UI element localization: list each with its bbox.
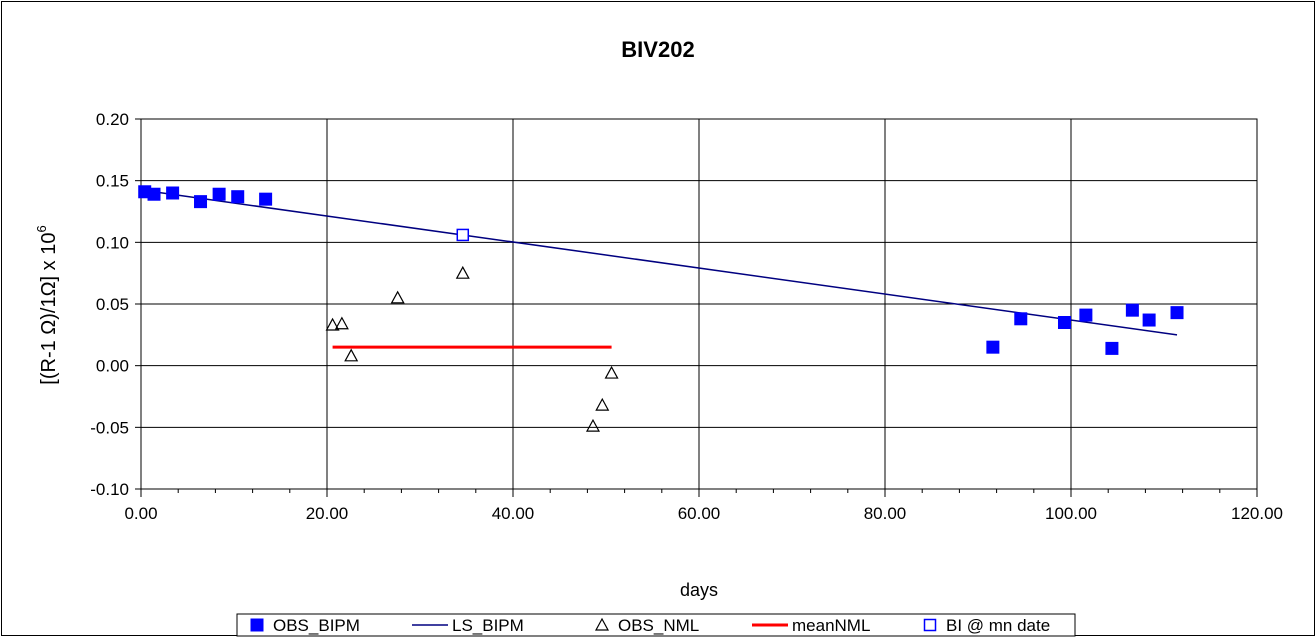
data-point-obs-bipm [212, 187, 226, 201]
data-point-obs-bipm [986, 340, 1000, 354]
series-line-ls-bipm [144, 189, 1178, 336]
legend-swatch-bi-mn-date [923, 618, 937, 632]
legend-label-ls-bipm: LS_BIPM [452, 616, 524, 635]
y-tick-label: -0.05 [90, 418, 129, 437]
data-point-bi-mn-date [456, 228, 470, 242]
y-tick-label: 0.10 [96, 233, 129, 252]
x-tick-label: 120.00 [1231, 504, 1283, 523]
y-tick-label: 0.00 [96, 357, 129, 376]
y-tick-label: -0.10 [90, 480, 129, 499]
legend-swatch-obs-nml [594, 617, 610, 631]
data-point-obs-bipm [1057, 316, 1071, 329]
data-point-obs-bipm [166, 186, 180, 200]
data-point-obs-bipm [259, 192, 273, 206]
data-point-obs-bipm [194, 195, 208, 209]
data-point-obs-nml [344, 348, 359, 362]
y-tick-label: 0.15 [96, 172, 129, 191]
legend-swatch-obs-bipm [250, 618, 264, 632]
x-axis-label: days [680, 580, 718, 600]
data-point-obs-nml [585, 418, 600, 432]
chart-title: BIV202 [621, 37, 694, 62]
data-point-obs-bipm [1079, 308, 1093, 322]
x-tick-label: 100.00 [1045, 504, 1097, 523]
y-axis-label-main: [(R-1 Ω)/1Ω] x 10 [38, 233, 60, 385]
data-point-obs-nml [325, 317, 340, 331]
data-point-obs-bipm [1105, 341, 1119, 355]
x-tick-label: 80.00 [864, 504, 907, 523]
data-point-obs-nml [390, 290, 405, 304]
y-axis-label: [(R-1 Ω)/1Ω] x 106 [34, 225, 60, 384]
plot-area: -0.10 -0.05 0.00 0.05 0.10 0.15 0.20 0.00 20.00 4… [90, 110, 1283, 523]
data-point-obs-bipm [1014, 312, 1028, 326]
data-point-obs-bipm [1170, 306, 1184, 320]
data-point-obs-nml [595, 397, 610, 411]
legend: OBS_BIPM LS_BIPM OBS_NML meanNML BI @ mn dat… [236, 613, 1076, 637]
plot-border [140, 118, 1258, 490]
x-tick-label: 0.00 [124, 504, 157, 523]
data-point-obs-bipm [1125, 303, 1139, 317]
data-point-obs-nml [334, 316, 349, 330]
x-tick-label: 40.00 [492, 504, 535, 523]
legend-label-obs-bipm: OBS_BIPM [273, 616, 360, 635]
legend-box [236, 613, 1076, 637]
data-point-obs-bipm [147, 187, 161, 201]
legend-label-meannml: meanNML [792, 616, 870, 635]
legend-label-obs-nml: OBS_NML [618, 616, 699, 635]
data-point-obs-bipm [1142, 313, 1156, 327]
y-tick-label: 0.20 [96, 110, 129, 129]
x-tick-label: 20.00 [306, 504, 349, 523]
x-tick-label: 60.00 [678, 504, 721, 523]
data-point-obs-bipm [231, 190, 245, 204]
data-point-obs-nml [604, 365, 619, 379]
y-axis-label-superscript: 6 [34, 225, 49, 232]
legend-label-bi-mn-date: BI @ mn date [946, 616, 1050, 635]
y-tick-label: 0.05 [96, 295, 129, 314]
data-point-obs-nml [455, 265, 470, 279]
